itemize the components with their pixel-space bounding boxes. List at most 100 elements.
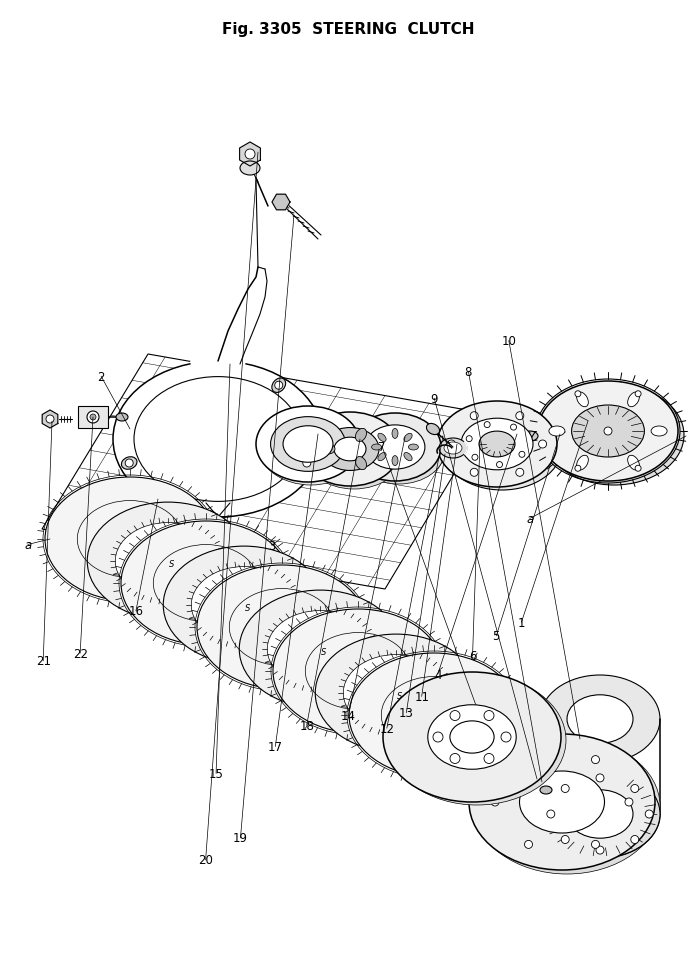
Circle shape	[561, 785, 569, 793]
Ellipse shape	[522, 431, 538, 441]
Text: 2: 2	[98, 370, 105, 383]
Ellipse shape	[428, 705, 516, 770]
Text: 16: 16	[128, 604, 144, 618]
Circle shape	[90, 414, 96, 421]
Circle shape	[525, 841, 533, 849]
Ellipse shape	[538, 382, 678, 481]
Ellipse shape	[576, 456, 588, 471]
Circle shape	[470, 469, 478, 477]
Ellipse shape	[300, 412, 400, 486]
Circle shape	[539, 440, 546, 449]
Bar	[78, 407, 108, 429]
Ellipse shape	[444, 442, 462, 455]
Ellipse shape	[474, 738, 660, 875]
Text: Fig. 3305  STEERING  CLUTCH: Fig. 3305 STEERING CLUTCH	[222, 22, 474, 37]
Circle shape	[592, 841, 599, 849]
Text: 4: 4	[434, 668, 441, 681]
Ellipse shape	[191, 567, 297, 644]
Circle shape	[484, 422, 490, 429]
Ellipse shape	[475, 435, 485, 444]
Circle shape	[510, 425, 516, 431]
Ellipse shape	[121, 457, 137, 470]
Ellipse shape	[549, 427, 565, 436]
Text: 15: 15	[208, 767, 224, 780]
Text: 19: 19	[233, 831, 248, 845]
Text: 12: 12	[379, 722, 395, 735]
Circle shape	[631, 836, 638, 844]
Ellipse shape	[121, 522, 291, 646]
Ellipse shape	[134, 378, 302, 502]
Ellipse shape	[201, 511, 217, 523]
Ellipse shape	[404, 453, 412, 461]
Ellipse shape	[87, 503, 249, 620]
Text: a: a	[526, 512, 533, 526]
Text: 20: 20	[198, 853, 213, 867]
Ellipse shape	[272, 379, 286, 393]
Circle shape	[447, 440, 455, 449]
Circle shape	[625, 799, 633, 806]
Ellipse shape	[197, 565, 367, 689]
Text: 9: 9	[431, 392, 438, 406]
Circle shape	[484, 753, 494, 764]
Circle shape	[645, 810, 653, 818]
Ellipse shape	[628, 456, 639, 471]
Circle shape	[450, 753, 460, 764]
Ellipse shape	[404, 433, 412, 442]
Circle shape	[275, 382, 283, 390]
Circle shape	[519, 452, 525, 457]
Circle shape	[491, 799, 499, 806]
Text: S: S	[169, 560, 175, 569]
Circle shape	[596, 775, 604, 782]
Ellipse shape	[116, 413, 128, 422]
Ellipse shape	[651, 427, 667, 436]
Text: 18: 18	[299, 719, 314, 732]
Ellipse shape	[572, 406, 645, 457]
Ellipse shape	[355, 429, 367, 442]
Ellipse shape	[469, 734, 655, 870]
Circle shape	[596, 847, 604, 854]
Polygon shape	[43, 410, 58, 429]
Circle shape	[470, 412, 478, 420]
Text: S: S	[397, 692, 403, 701]
Circle shape	[46, 415, 54, 424]
Text: 11: 11	[414, 690, 429, 703]
Circle shape	[516, 412, 524, 420]
Ellipse shape	[628, 393, 639, 407]
Ellipse shape	[270, 417, 346, 472]
Ellipse shape	[259, 409, 363, 485]
Circle shape	[635, 391, 641, 397]
Ellipse shape	[45, 478, 215, 602]
Ellipse shape	[383, 673, 561, 802]
Ellipse shape	[567, 790, 633, 838]
Text: 3: 3	[268, 539, 275, 553]
Ellipse shape	[304, 415, 404, 489]
Ellipse shape	[115, 523, 221, 600]
Ellipse shape	[378, 433, 386, 442]
Circle shape	[635, 466, 641, 472]
Ellipse shape	[576, 393, 588, 407]
Text: a: a	[24, 538, 31, 552]
Text: 22: 22	[72, 647, 88, 660]
Polygon shape	[272, 195, 290, 210]
Ellipse shape	[519, 771, 604, 833]
Text: S: S	[321, 648, 327, 656]
Ellipse shape	[365, 426, 425, 470]
Circle shape	[245, 150, 255, 160]
Ellipse shape	[113, 361, 323, 517]
Ellipse shape	[439, 438, 467, 458]
Text: 1: 1	[518, 616, 525, 629]
Ellipse shape	[273, 609, 443, 733]
Ellipse shape	[315, 634, 477, 752]
Ellipse shape	[392, 456, 398, 466]
Ellipse shape	[540, 676, 660, 763]
Ellipse shape	[299, 457, 314, 470]
Ellipse shape	[540, 786, 552, 794]
Ellipse shape	[479, 431, 515, 457]
Circle shape	[604, 428, 612, 435]
Circle shape	[525, 755, 533, 764]
Ellipse shape	[353, 416, 445, 484]
Ellipse shape	[355, 457, 367, 470]
Ellipse shape	[321, 428, 379, 471]
Ellipse shape	[344, 654, 449, 731]
Text: 14: 14	[341, 709, 356, 723]
